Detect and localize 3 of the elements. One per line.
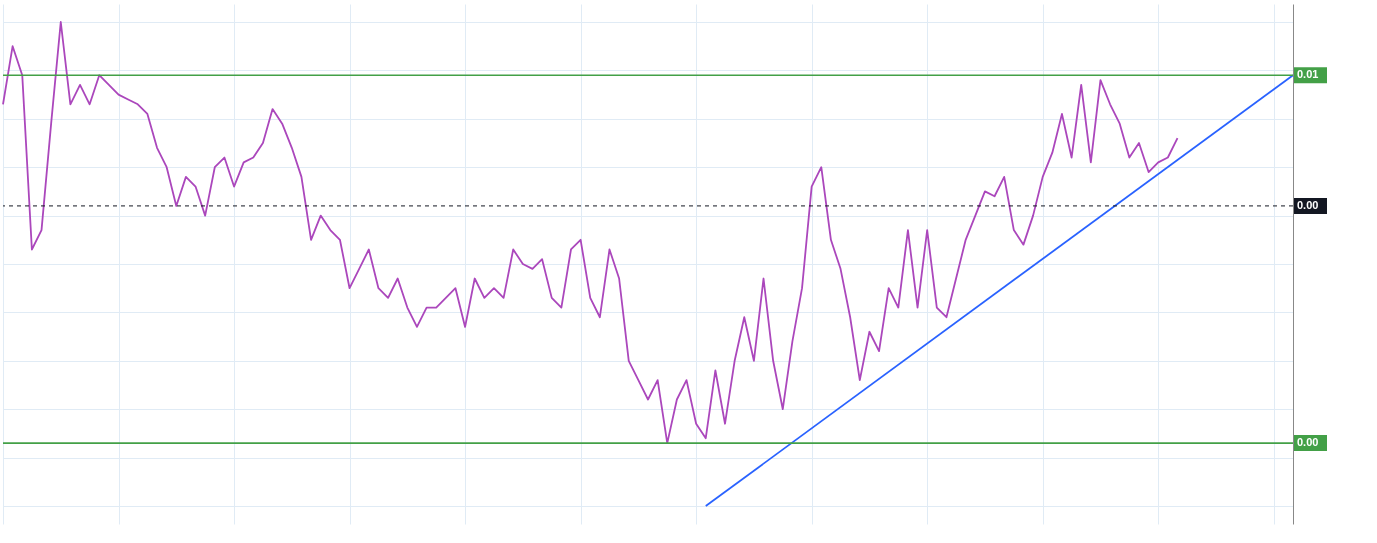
text: 0.00 [1297,198,1319,211]
text: 0.01 [1297,68,1319,81]
text: 0.00 [1297,436,1319,449]
